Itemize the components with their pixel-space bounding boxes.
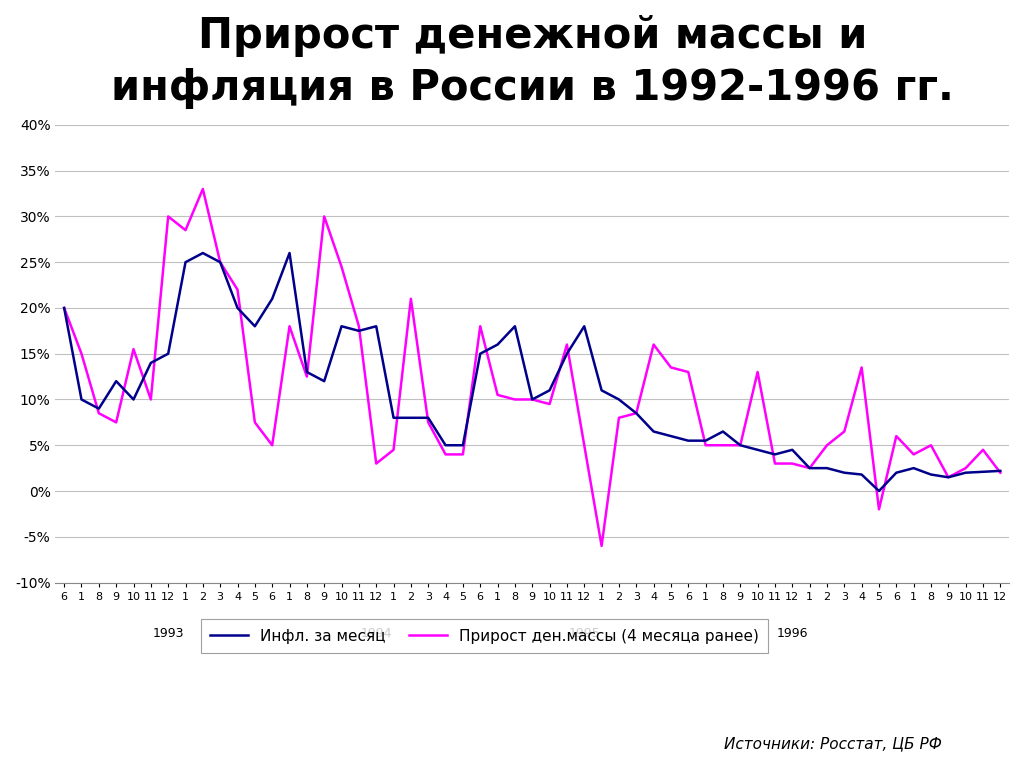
Прирост ден.массы (4 месяца ранее) <box>994 468 1007 477</box>
Прирост ден.массы (4 месяца ранее) <box>977 445 989 454</box>
Text: 1993: 1993 <box>153 627 184 640</box>
Инфл. за месяц <box>977 467 989 476</box>
Прирост ден.массы (4 месяца ранее) <box>58 304 71 313</box>
Text: Источники: Росстат, ЦБ РФ: Источники: Росстат, ЦБ РФ <box>724 736 942 752</box>
Прирост ден.массы (4 месяца ранее) <box>197 184 209 193</box>
Инфл. за месяц <box>422 413 434 423</box>
Legend: Инфл. за месяц, Прирост ден.массы (4 месяца ранее): Инфл. за месяц, Прирост ден.массы (4 мес… <box>201 620 768 653</box>
Line: Прирост ден.массы (4 месяца ранее): Прирост ден.массы (4 месяца ранее) <box>65 189 1000 546</box>
Прирост ден.массы (4 месяца ранее) <box>162 212 174 221</box>
Инфл. за месяц <box>925 470 937 479</box>
Прирост ден.массы (4 месяца ранее) <box>422 418 434 427</box>
Прирост ден.массы (4 месяца ранее) <box>301 372 313 381</box>
Прирост ден.массы (4 месяца ранее) <box>249 418 261 427</box>
Прирост ден.массы (4 месяца ранее) <box>925 441 937 450</box>
Инфл. за месяц <box>249 321 261 331</box>
Инфл. за месяц <box>58 304 71 313</box>
Инфл. за месяц <box>872 486 885 495</box>
Text: 1995: 1995 <box>568 627 600 640</box>
Инфл. за месяц <box>994 466 1007 476</box>
Инфл. за месяц <box>162 349 174 358</box>
Инфл. за месяц <box>301 367 313 377</box>
Title: Прирост денежной массы и
инфляция в России в 1992-1996 гг.: Прирост денежной массы и инфляция в Росс… <box>111 15 953 109</box>
Инфл. за месяц <box>197 249 209 258</box>
Text: 1996: 1996 <box>776 627 808 640</box>
Прирост ден.массы (4 месяца ранее) <box>595 542 607 551</box>
Line: Инфл. за месяц: Инфл. за месяц <box>65 253 1000 491</box>
Text: 1994: 1994 <box>360 627 392 640</box>
